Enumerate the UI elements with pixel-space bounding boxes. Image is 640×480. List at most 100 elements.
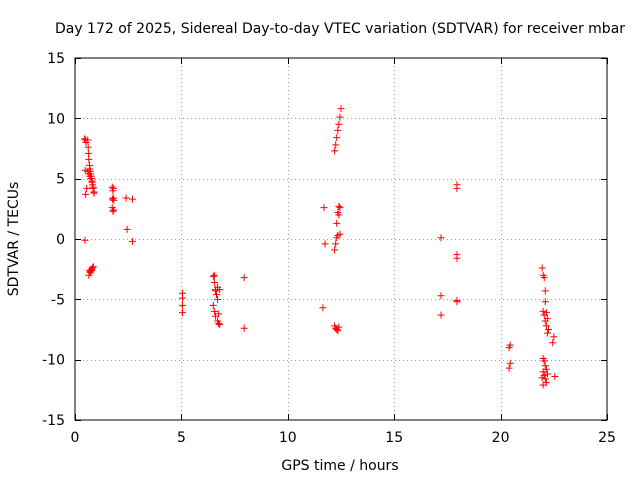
data-point <box>543 329 551 337</box>
data-point <box>539 381 547 389</box>
data-point <box>334 208 342 216</box>
data-point <box>209 301 217 309</box>
data-point <box>333 219 341 227</box>
data-point <box>109 184 117 192</box>
data-point <box>334 327 342 335</box>
data-point <box>85 155 93 163</box>
data-point <box>109 207 117 215</box>
data-point <box>541 298 549 306</box>
data-point <box>335 323 343 331</box>
data-point <box>319 304 327 312</box>
data-point <box>82 190 90 198</box>
data-point <box>453 254 461 262</box>
y-axis-tick-labels: -15 -10 -5 0 5 10 15 <box>42 51 65 429</box>
data-point <box>453 184 461 192</box>
data-point <box>122 194 130 202</box>
data-point <box>505 344 513 352</box>
data-point <box>81 236 89 244</box>
data-point <box>81 135 89 143</box>
y-tick-label: 5 <box>56 172 65 188</box>
data-point <box>83 184 91 192</box>
data-point <box>128 195 136 203</box>
x-axis-tick-labels: 0 5 10 15 20 25 <box>71 430 616 446</box>
data-point <box>178 309 186 317</box>
data-point <box>540 274 548 282</box>
data-point <box>336 204 344 212</box>
data-point <box>538 264 546 272</box>
data-point <box>335 120 343 128</box>
data-point <box>88 178 96 186</box>
data-point <box>214 295 222 303</box>
data-point <box>541 287 549 295</box>
data-point <box>178 294 186 302</box>
data-point <box>542 322 550 330</box>
data-point <box>84 143 92 151</box>
x-axis-label: GPS time / hours <box>281 458 398 474</box>
chart-title: Day 172 of 2025, Sidereal Day-to-day VTE… <box>55 21 625 37</box>
data-point <box>128 237 136 245</box>
data-point <box>108 195 116 203</box>
data-point <box>240 274 248 282</box>
data-point <box>211 287 219 295</box>
data-point <box>539 368 547 376</box>
data-point <box>321 240 329 248</box>
grid-lines <box>75 58 607 420</box>
data-point <box>84 136 92 144</box>
data-point <box>88 266 96 274</box>
data-point <box>550 333 558 341</box>
y-tick-label: 15 <box>47 51 65 67</box>
data-point <box>210 307 218 315</box>
y-axis-label: SDTVAR / TECUs <box>6 182 22 297</box>
data-point <box>89 183 97 191</box>
data-point <box>86 268 94 276</box>
data-point <box>506 359 514 367</box>
data-point <box>213 291 221 299</box>
data-point <box>84 149 92 157</box>
data-point <box>332 141 340 149</box>
data-point <box>336 230 344 238</box>
data-point <box>320 204 328 212</box>
data-point <box>216 286 224 294</box>
data-point <box>540 311 548 319</box>
data-point <box>331 246 339 254</box>
data-point <box>337 105 345 113</box>
data-points <box>81 105 559 389</box>
data-point <box>540 357 548 365</box>
y-tick-label: 10 <box>47 111 65 127</box>
x-tick-label: 20 <box>492 430 510 446</box>
data-point <box>215 319 223 327</box>
data-point <box>437 311 445 319</box>
data-point <box>110 206 118 214</box>
data-point <box>541 317 549 325</box>
y-tick-label: 0 <box>56 232 65 248</box>
x-tick-label: 10 <box>279 430 297 446</box>
data-point <box>539 307 547 315</box>
y-tick-label: -10 <box>42 353 65 369</box>
data-point <box>331 147 339 155</box>
data-point <box>541 362 549 370</box>
data-point <box>87 175 95 183</box>
data-point <box>505 364 513 372</box>
data-point <box>551 373 559 381</box>
data-point <box>85 271 93 279</box>
data-point <box>541 375 549 383</box>
y-tick-label: -5 <box>51 292 65 308</box>
data-point <box>178 301 186 309</box>
data-point <box>543 370 551 378</box>
data-point <box>453 298 461 306</box>
data-point <box>549 339 557 347</box>
data-point <box>334 126 342 134</box>
data-point <box>210 271 218 279</box>
data-point <box>216 321 224 329</box>
data-point <box>437 234 445 242</box>
data-point <box>437 292 445 300</box>
data-point <box>123 225 131 233</box>
x-tick-label: 5 <box>177 430 186 446</box>
data-point <box>240 324 248 332</box>
data-point <box>209 272 217 280</box>
y-tick-label: -15 <box>42 413 65 429</box>
data-point <box>215 310 223 318</box>
axis-ticks <box>75 58 608 421</box>
data-point <box>108 183 116 191</box>
data-point <box>544 326 552 333</box>
